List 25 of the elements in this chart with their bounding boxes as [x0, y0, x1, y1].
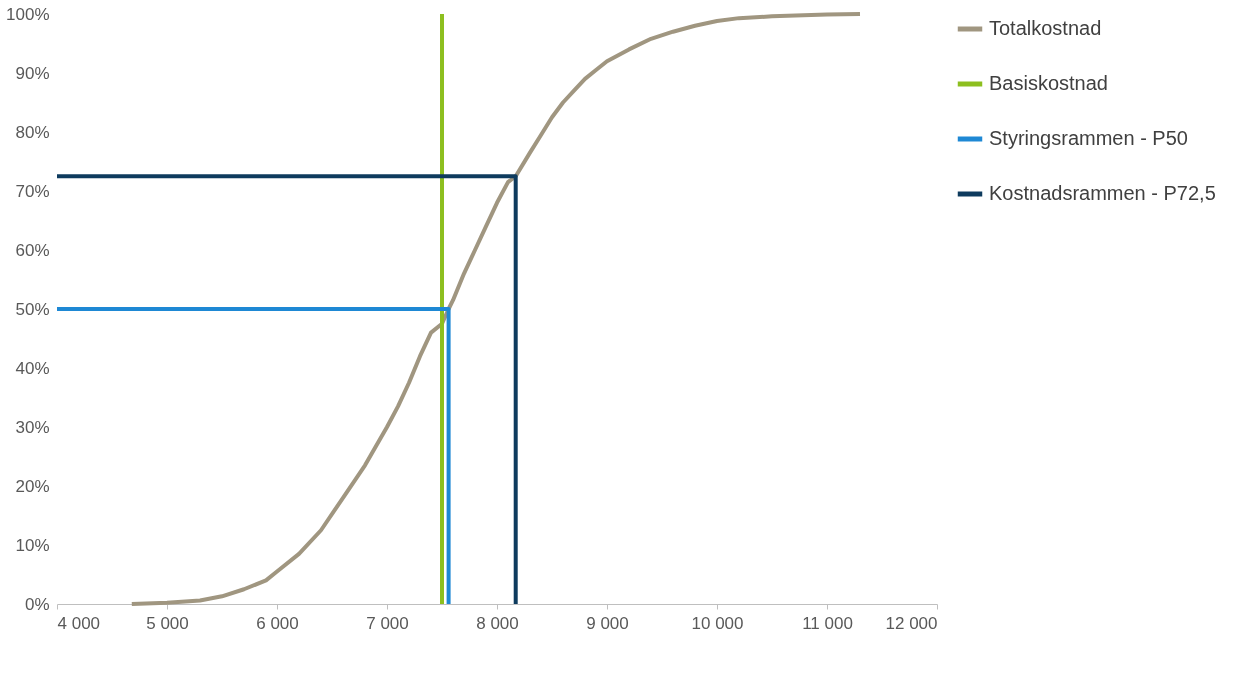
- y-tick-label: 70%: [15, 181, 50, 201]
- x-tick-label: 8 000: [476, 613, 519, 633]
- x-tick-label: 9 000: [586, 613, 629, 633]
- y-tick-label: 50%: [15, 299, 50, 319]
- x-tick-label: 4 000: [57, 613, 101, 633]
- x-tick-label: 10 000: [691, 613, 744, 633]
- y-tick-label: 30%: [15, 417, 50, 437]
- y-tick-label: 40%: [15, 358, 50, 378]
- y-tick-label: 80%: [15, 122, 50, 142]
- legend-label: Totalkostnad: [989, 17, 1102, 39]
- y-tick-label: 10%: [15, 535, 50, 555]
- legend-label: Basiskostnad: [989, 72, 1108, 94]
- x-tick-label: 11 000: [802, 613, 853, 633]
- legend-label: Kostnadsrammen - P72,5: [989, 182, 1216, 204]
- y-tick-label: 100%: [6, 4, 50, 24]
- y-tick-label: 20%: [15, 476, 50, 496]
- legend-label: Styringsrammen - P50: [989, 127, 1188, 149]
- y-tick-label: 90%: [15, 63, 50, 83]
- y-tick-label: 60%: [15, 240, 50, 260]
- x-tick-label: 12 000: [885, 613, 938, 633]
- x-tick-label: 7 000: [366, 613, 409, 633]
- x-tick-label: 6 000: [256, 613, 299, 633]
- line-series: [129, 12, 862, 606]
- x-tick-label: 5 000: [146, 613, 189, 633]
- y-tick-label: 0%: [24, 594, 50, 614]
